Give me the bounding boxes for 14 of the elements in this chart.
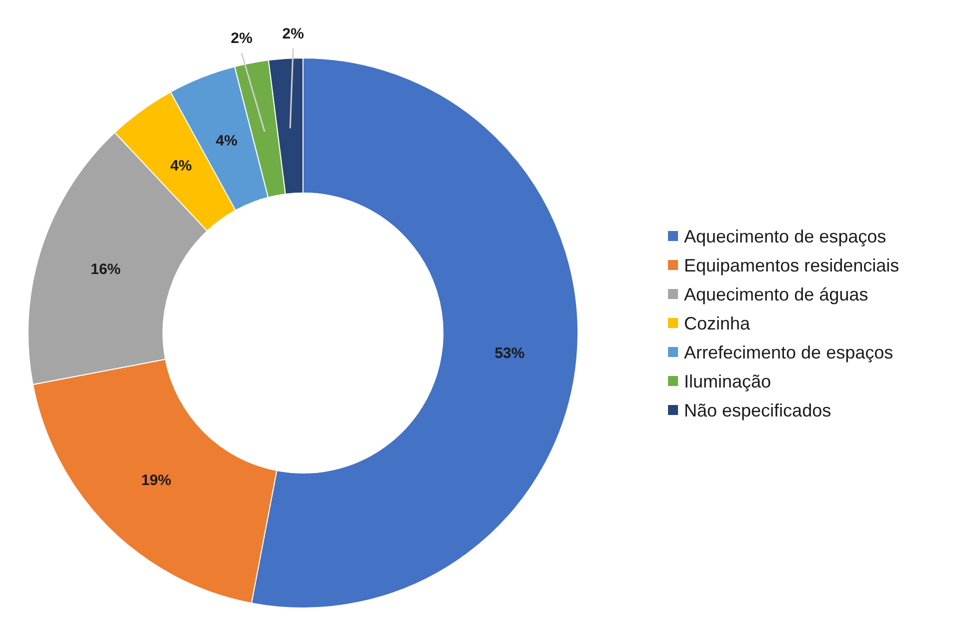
- data-label: 2%: [230, 30, 252, 48]
- legend-label: Não especificados: [684, 400, 832, 420]
- data-label: 19%: [141, 472, 172, 489]
- data-label: 16%: [90, 261, 121, 278]
- legend-label: Aquecimento de águas: [684, 284, 868, 304]
- data-label: 53%: [494, 344, 525, 362]
- legend-label: Iluminação: [684, 371, 772, 392]
- legend-label: Cozinha: [684, 313, 752, 334]
- data-label: 4%: [216, 132, 238, 150]
- data-label: 4%: [170, 157, 192, 174]
- legend-label: Arrefecimento de espaços: [684, 342, 894, 362]
- legend-label: Aquecimento de espaços: [684, 226, 886, 246]
- legend-label: Equipamentos residenciais: [684, 255, 900, 276]
- data-label: 2%: [282, 26, 304, 43]
